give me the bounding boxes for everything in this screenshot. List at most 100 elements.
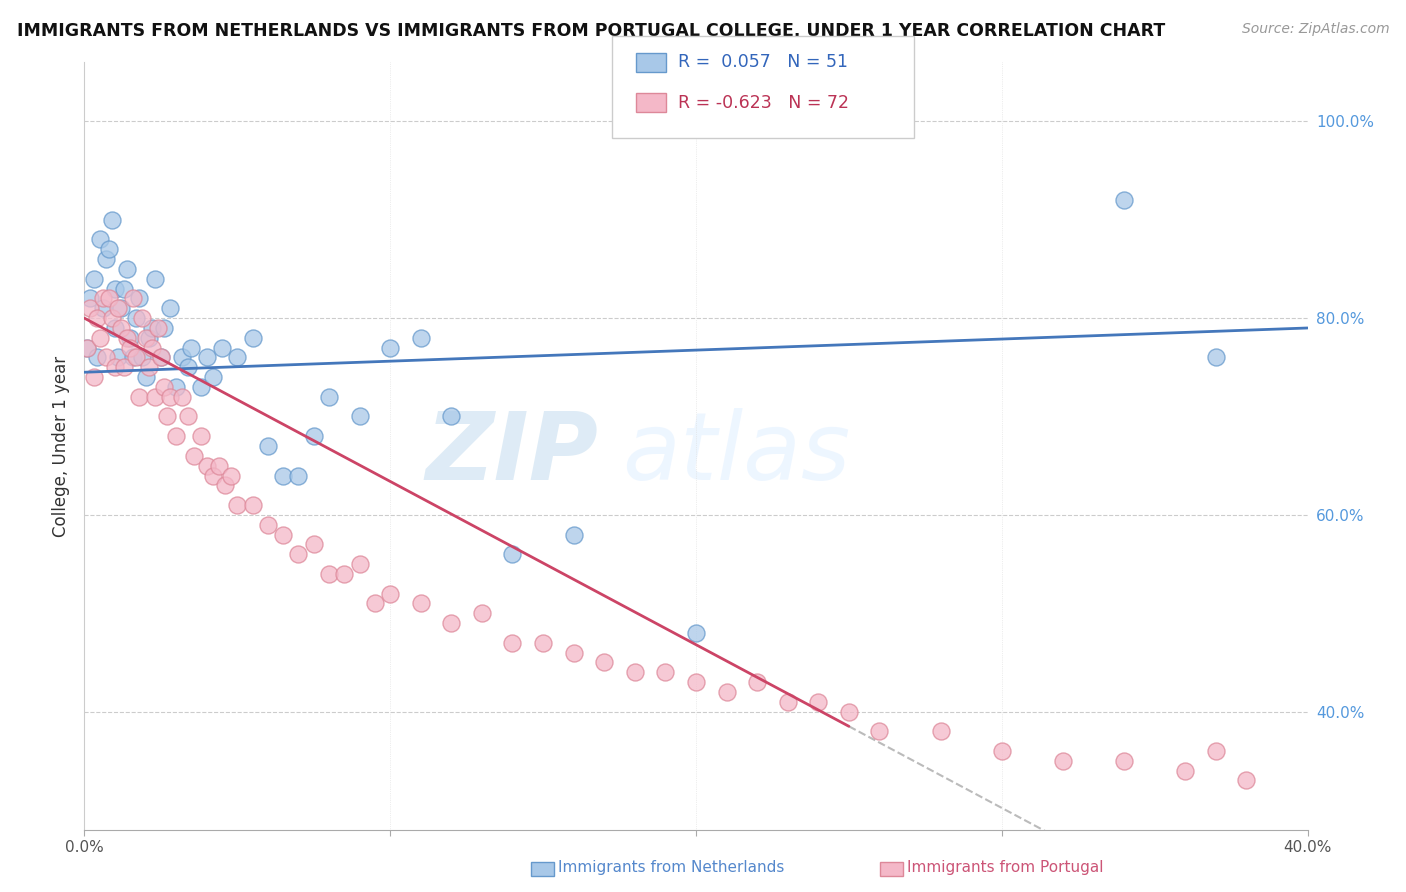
Point: [141, 321, 163, 335]
Point: [685, 625, 707, 640]
Point: [190, 380, 212, 394]
Point: [120, 341, 142, 355]
Point: [201, 468, 224, 483]
Point: [97, 242, 120, 256]
Point: [211, 341, 233, 355]
Text: atlas: atlas: [623, 409, 851, 500]
Point: [195, 458, 218, 473]
Point: [120, 331, 142, 345]
Point: [83, 370, 105, 384]
Point: [226, 498, 249, 512]
Point: [226, 351, 249, 365]
Point: [562, 646, 585, 660]
Point: [1174, 764, 1197, 778]
Point: [76, 341, 98, 355]
Point: [146, 321, 169, 335]
Point: [214, 478, 236, 492]
Point: [131, 311, 153, 326]
Point: [172, 390, 194, 404]
Point: [177, 409, 200, 424]
Text: Immigrants from Netherlands: Immigrants from Netherlands: [558, 860, 785, 874]
Text: R =  0.057   N = 51: R = 0.057 N = 51: [678, 54, 848, 71]
Point: [318, 566, 340, 581]
Point: [502, 636, 524, 650]
Point: [104, 360, 127, 375]
Point: [97, 292, 120, 306]
Point: [138, 360, 160, 375]
Point: [159, 301, 181, 316]
Point: [135, 370, 157, 384]
Point: [143, 390, 166, 404]
Point: [135, 331, 157, 345]
Point: [838, 705, 860, 719]
Point: [531, 636, 554, 650]
Point: [94, 351, 117, 365]
Point: [138, 331, 160, 345]
Point: [201, 370, 224, 384]
Y-axis label: College, Under 1 year: College, Under 1 year: [52, 355, 70, 537]
Point: [380, 586, 402, 600]
Point: [83, 272, 105, 286]
Point: [76, 341, 98, 355]
Point: [219, 468, 242, 483]
Point: [287, 468, 309, 483]
Point: [302, 429, 325, 443]
Point: [165, 380, 187, 394]
Point: [94, 252, 117, 267]
Point: [107, 351, 129, 365]
Point: [177, 360, 200, 375]
Point: [869, 724, 891, 739]
Point: [271, 468, 294, 483]
Point: [208, 458, 231, 473]
Text: R = -0.623   N = 72: R = -0.623 N = 72: [678, 94, 849, 112]
Point: [183, 449, 205, 463]
Point: [242, 331, 264, 345]
Point: [190, 429, 212, 443]
Point: [287, 547, 309, 561]
Point: [101, 311, 124, 326]
Point: [79, 301, 101, 316]
Point: [562, 527, 585, 541]
Point: [107, 301, 129, 316]
Point: [502, 547, 524, 561]
Point: [409, 331, 432, 345]
Point: [685, 675, 707, 690]
Point: [776, 695, 799, 709]
Point: [86, 311, 108, 326]
Point: [110, 301, 132, 316]
Point: [89, 232, 111, 246]
Point: [409, 596, 432, 610]
Point: [1236, 773, 1258, 788]
Point: [159, 390, 181, 404]
Point: [195, 351, 218, 365]
Point: [747, 675, 769, 690]
Point: [1205, 744, 1227, 758]
Point: [333, 566, 356, 581]
Point: [654, 665, 676, 680]
Point: [318, 390, 340, 404]
Point: [471, 606, 494, 620]
Point: [125, 351, 148, 365]
Point: [91, 301, 114, 316]
Point: [156, 409, 179, 424]
Point: [122, 292, 145, 306]
Point: [929, 724, 952, 739]
Point: [125, 311, 148, 326]
Point: [624, 665, 647, 680]
Point: [115, 331, 138, 345]
Point: [91, 292, 114, 306]
Point: [79, 292, 101, 306]
Point: [122, 351, 145, 365]
Point: [115, 262, 138, 277]
Point: [593, 656, 616, 670]
Text: Source: ZipAtlas.com: Source: ZipAtlas.com: [1241, 22, 1389, 37]
Point: [991, 744, 1014, 758]
Point: [257, 439, 280, 453]
Point: [112, 360, 135, 375]
Point: [128, 292, 150, 306]
Point: [380, 341, 402, 355]
Text: Immigrants from Portugal: Immigrants from Portugal: [907, 860, 1104, 874]
Point: [141, 341, 163, 355]
Point: [110, 321, 132, 335]
Point: [149, 351, 172, 365]
